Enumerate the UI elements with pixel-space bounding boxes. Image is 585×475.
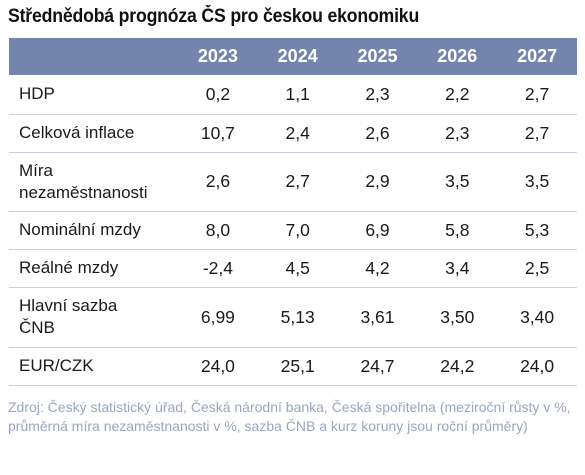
row-label: Nominální mzdy — [9, 211, 178, 250]
cell-value: 3,50 — [417, 287, 498, 348]
table-row: Hlavní sazba ČNB 6,99 5,13 3,61 3,50 3,4… — [9, 287, 577, 348]
cell-value: 2,3 — [337, 75, 418, 115]
row-label: Hlavní sazba ČNB — [9, 287, 178, 348]
cell-value: 8,0 — [178, 211, 258, 250]
cell-value: 2,9 — [337, 152, 418, 212]
table-row: Nominální mzdy 8,0 7,0 6,9 5,8 5,3 — [9, 211, 577, 250]
table-row: Reálné mzdy -2,4 4,5 4,2 3,4 2,5 — [9, 249, 577, 288]
forecast-table: 2023 2024 2025 2026 2027 HDP 0,2 1,1 2,3… — [9, 38, 577, 386]
cell-value: 24,0 — [178, 347, 258, 386]
cell-value: 2,6 — [178, 152, 258, 212]
cell-value: 2,5 — [497, 249, 577, 288]
row-label: Míra nezaměstnanosti — [9, 152, 178, 212]
cell-value: 2,7 — [497, 75, 577, 115]
cell-value: 3,5 — [417, 152, 498, 212]
cell-value: 3,61 — [337, 287, 418, 348]
year-header: 2024 — [257, 38, 338, 75]
year-header: 2027 — [497, 38, 577, 75]
table-row: HDP 0,2 1,1 2,3 2,2 2,7 — [9, 75, 577, 115]
row-label: Celková inflace — [9, 114, 178, 153]
cell-value: 24,2 — [417, 347, 498, 386]
cell-value: 2,7 — [257, 152, 338, 212]
table-row: EUR/CZK 24,0 25,1 24,7 24,2 24,0 — [9, 347, 577, 386]
source-note: Zdroj: Český statistický úřad, Česká nár… — [8, 399, 571, 434]
cell-value: 5,8 — [417, 211, 498, 250]
table-row: Míra nezaměstnanosti 2,6 2,7 2,9 3,5 3,5 — [9, 152, 577, 212]
cell-value: 2,2 — [417, 75, 498, 115]
cell-value: 3,40 — [497, 287, 577, 348]
header-corner — [9, 38, 178, 75]
row-label: EUR/CZK — [9, 347, 178, 386]
header-row: 2023 2024 2025 2026 2027 — [9, 38, 577, 75]
row-label: Reálné mzdy — [9, 249, 178, 288]
cell-value: 2,7 — [497, 114, 577, 153]
year-header: 2025 — [337, 38, 418, 75]
cell-value: 25,1 — [257, 347, 338, 386]
cell-value: 2,3 — [417, 114, 498, 153]
table-row: Celková inflace 10,7 2,4 2,6 2,3 2,7 — [9, 114, 577, 153]
table-title: Střednědobá prognóza ČS pro českou ekono… — [8, 6, 420, 27]
cell-value: 5,13 — [257, 287, 338, 348]
cell-value: 7,0 — [257, 211, 338, 250]
cell-value: 4,2 — [337, 249, 418, 288]
cell-value: 0,2 — [178, 75, 258, 115]
cell-value: 2,6 — [337, 114, 418, 153]
year-header: 2026 — [417, 38, 498, 75]
cell-value: 5,3 — [497, 211, 577, 250]
cell-value: 1,1 — [257, 75, 338, 115]
cell-value: 6,99 — [178, 287, 258, 348]
row-label: HDP — [9, 75, 178, 115]
cell-value: -2,4 — [178, 249, 258, 288]
cell-value: 24,0 — [497, 347, 577, 386]
cell-value: 24,7 — [337, 347, 418, 386]
cell-value: 2,4 — [257, 114, 338, 153]
cell-value: 3,4 — [417, 249, 498, 288]
cell-value: 10,7 — [178, 114, 258, 153]
cell-value: 4,5 — [257, 249, 338, 288]
cell-value: 6,9 — [337, 211, 418, 250]
cell-value: 3,5 — [497, 152, 577, 212]
year-header: 2023 — [178, 38, 258, 75]
